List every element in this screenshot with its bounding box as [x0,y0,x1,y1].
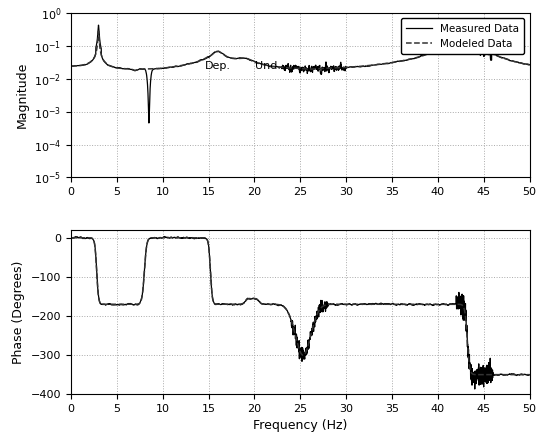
Measured Data [161,234,168,239]
Modeled Data [121,302,127,307]
Line: Measured Data: Measured Data [72,25,530,123]
Modeled Data [121,66,127,71]
Modeled Data [518,372,524,377]
Y-axis label: Magnitude: Magnitude [15,62,28,128]
Modeled Data [526,372,533,377]
Modeled Data [468,370,474,375]
Measured Data [518,371,524,377]
Modeled Data [132,68,138,73]
Modeled Data [264,302,270,307]
Measured Data [121,66,127,71]
Measured Data [121,302,127,307]
Modeled Data [468,41,475,46]
Line: Modeled Data: Modeled Data [72,31,530,71]
Measured Data [468,40,475,45]
Modeled Data [68,235,75,240]
Text: Dep.: Dep. [205,61,231,71]
Measured Data [472,386,478,392]
Measured Data [526,62,533,67]
Measured Data [526,372,533,378]
Modeled Data [95,28,102,34]
Text: Und.: Und. [255,61,281,71]
Line: Measured Data: Measured Data [72,237,530,389]
Measured Data [264,63,271,68]
Modeled Data [147,235,154,240]
Modeled Data [526,62,533,67]
X-axis label: Frequency (Hz): Frequency (Hz) [253,420,347,432]
Legend: Measured Data, Modeled Data: Measured Data, Modeled Data [401,18,524,54]
Measured Data [244,56,251,61]
Modeled Data [244,56,251,61]
Modeled Data [518,60,524,66]
Measured Data [147,236,154,241]
Measured Data [244,296,251,301]
Measured Data [146,120,152,126]
Measured Data [468,374,474,380]
Measured Data [518,60,524,66]
Modeled Data [177,235,184,240]
Measured Data [68,64,75,69]
Measured Data [95,22,102,28]
Measured Data [68,235,75,240]
Modeled Data [505,372,512,377]
Measured Data [148,73,155,78]
Measured Data [264,301,270,307]
Y-axis label: Phase (Degrees): Phase (Degrees) [12,260,25,364]
Modeled Data [68,64,75,69]
Line: Modeled Data: Modeled Data [72,238,530,374]
Modeled Data [244,297,251,302]
Modeled Data [148,66,155,71]
Modeled Data [264,63,271,68]
